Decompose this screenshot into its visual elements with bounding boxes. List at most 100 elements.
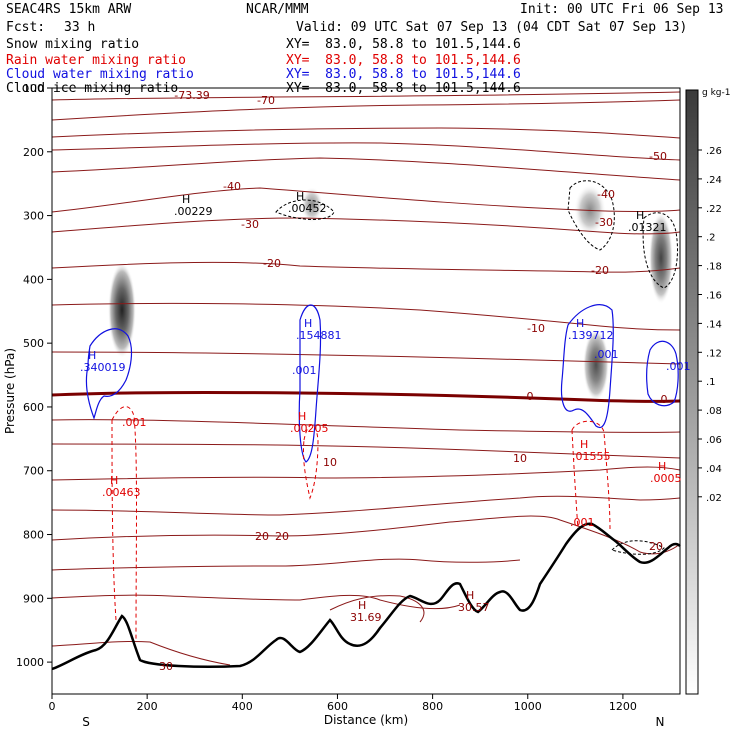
extrema-mark: H <box>296 190 304 203</box>
colorbar-tick-label: .1 <box>706 377 716 388</box>
temperature-label: 0 <box>661 393 668 406</box>
temperature-label: -20 <box>591 264 609 277</box>
colorbar-tick-label: .18 <box>706 262 722 273</box>
extrema-value: .00205 <box>290 422 329 435</box>
annotation-layer: -73.39 -70 -50 -40 -40 -30 -30 -20 -20 -10 0 0 10 10 2… <box>80 89 691 673</box>
field-rain-xy: XY= 83.0, 58.8 to 101.5,144.6 <box>286 53 521 68</box>
temperature-label: -50 <box>649 150 667 163</box>
contour-label: .001 <box>292 364 317 377</box>
x-tick-label: 600 <box>327 700 348 713</box>
extrema-mark: H <box>182 193 190 206</box>
init-time: Init: 00 UTC Fri 06 Sep 13 <box>520 2 724 17</box>
x-tick-label: 1200 <box>609 700 637 713</box>
y-tick-label: 900 <box>23 592 44 605</box>
extrema-mark: H <box>658 460 666 473</box>
field-ice-xy: XY= 83.0, 58.8 to 101.5,144.6 <box>286 81 521 96</box>
temperature-label: 30 <box>159 660 173 673</box>
extrema-value: .00463 <box>102 486 141 499</box>
field-snow-xy: XY= 83.0, 58.8 to 101.5,144.6 <box>286 37 521 52</box>
isotherms <box>51 91 681 666</box>
temperature-label: -20 <box>263 257 281 270</box>
extrema-mark: H <box>580 438 588 451</box>
temperature-label: -73.39 <box>174 89 209 102</box>
y-tick-label: 700 <box>23 465 44 478</box>
field-snow-name: Snow mixing ratio <box>6 37 140 52</box>
contour-label: .001 <box>594 348 619 361</box>
colorbar-tick-label: .08 <box>706 406 722 417</box>
x-tick-label: 1000 <box>514 700 542 713</box>
model-title: SEAC4RS 15km ARW <box>6 2 132 17</box>
extrema-value: .00452 <box>288 202 327 215</box>
extrema-value: .0005 <box>650 472 682 485</box>
axis-layer: 0 200 400 600 800 1000 12001002003004005006007… <box>3 82 730 729</box>
center-label: NCAR/MMM <box>246 2 309 17</box>
temperature-label: 20 <box>275 530 289 543</box>
extrema-mark: H <box>636 209 644 222</box>
colorbar-tick-label: .26 <box>706 146 722 157</box>
temperature-label: 10 <box>323 456 337 469</box>
field-cloudwater-name: Cloud water mixing ratio <box>6 67 194 82</box>
contour-label: .001 <box>666 360 691 373</box>
colorbar-tick-label: .24 <box>706 175 722 186</box>
x-axis-title: Distance (km) <box>324 713 408 727</box>
y-tick-label: 400 <box>23 273 44 286</box>
field-ice-name: Cloud ice mixing ratio <box>6 81 179 96</box>
snow-blob-right-low <box>583 329 609 401</box>
colorbar-tick-label: .12 <box>706 348 722 359</box>
temperature-label: -40 <box>223 180 241 193</box>
extrema-value: 31.69 <box>350 611 382 624</box>
extrema-value: .00229 <box>174 205 213 218</box>
forecast-label: Fcst: <box>6 20 46 35</box>
extrema-mark: H <box>466 589 474 602</box>
x-tick-label: 800 <box>422 700 443 713</box>
rain-water-contours <box>111 406 611 641</box>
temperature-label: -30 <box>595 216 613 229</box>
extrema-mark: H <box>304 317 312 330</box>
y-axis-title: Pressure (hPa) <box>3 348 17 434</box>
valid-time: Valid: 09 UTC Sat 07 Sep 13 (04 CDT Sat … <box>296 20 688 35</box>
extrema-value: .154881 <box>296 329 342 342</box>
snow-blob-left <box>108 262 136 358</box>
extrema-mark: H <box>110 474 118 487</box>
y-tick-label: 100 <box>23 82 44 95</box>
x-tick-label: 200 <box>137 700 158 713</box>
extrema-mark: H <box>576 317 584 330</box>
temperature-label: 20 <box>255 530 269 543</box>
snow-blob-mid <box>301 187 323 223</box>
colorbar-units: g kg-1 <box>702 88 730 98</box>
extrema-mark: H <box>298 410 306 423</box>
temperature-label: 20 <box>649 540 663 553</box>
contour-label: .001 <box>122 416 147 429</box>
extrema-value: .01321 <box>628 221 667 234</box>
extrema-mark: H <box>88 349 96 362</box>
y-tick-label: 1000 <box>16 656 44 669</box>
plot-frame <box>51 87 681 695</box>
terrain-profile <box>51 522 681 671</box>
colorbar-tick-label: .16 <box>706 291 722 302</box>
extrema-mark: H <box>358 599 366 612</box>
temperature-label: -40 <box>597 188 615 201</box>
colorbar-tick-label: .06 <box>706 435 722 446</box>
temperature-label: -70 <box>257 94 275 107</box>
extrema-value: .139712 <box>568 329 614 342</box>
south-endpoint-label: S <box>82 715 90 729</box>
x-tick-label: 0 <box>49 700 56 713</box>
y-tick-label: 600 <box>23 401 44 414</box>
forecast-hours: 33 h <box>64 20 96 35</box>
contour-label: .001 <box>570 516 595 529</box>
y-tick-label: 800 <box>23 529 44 542</box>
temperature-label: -30 <box>241 218 259 231</box>
colorbar-tick-label: .22 <box>706 204 722 215</box>
colorbar-tick-label: .04 <box>706 464 722 475</box>
colorbar-tick-label: .14 <box>706 319 722 330</box>
temperature-label: -10 <box>527 322 545 335</box>
colorbar <box>685 89 699 695</box>
y-tick-label: 200 <box>23 146 44 159</box>
cloud-water-contours <box>85 304 679 463</box>
freezing-level-isotherm <box>51 390 681 403</box>
colorbar-tick-label: .2 <box>706 233 716 244</box>
temperature-label: 10 <box>513 452 527 465</box>
y-tick-label: 300 <box>23 210 44 223</box>
extrema-value: .340019 <box>80 361 126 374</box>
